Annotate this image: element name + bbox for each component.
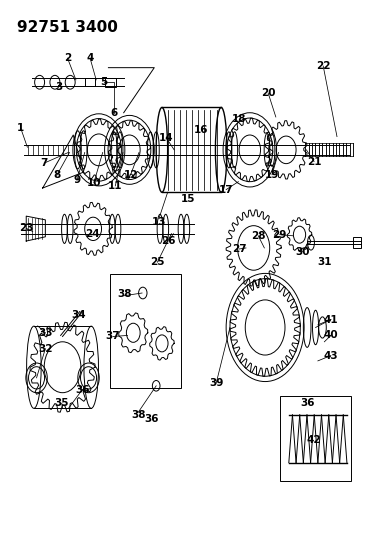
Text: 18: 18 (232, 114, 246, 124)
Text: 11: 11 (108, 181, 122, 191)
Text: 3: 3 (55, 82, 62, 92)
Text: 12: 12 (123, 170, 138, 180)
Bar (280, 397, 351, 481)
Text: 5: 5 (100, 77, 107, 87)
Bar (110, 274, 181, 389)
Text: 6: 6 (110, 108, 118, 118)
Bar (85, 78, 95, 86)
Text: 24: 24 (85, 229, 100, 239)
Text: 39: 39 (209, 378, 223, 388)
Text: 92751 3400: 92751 3400 (17, 20, 117, 35)
Text: 28: 28 (251, 231, 266, 241)
Text: 43: 43 (323, 351, 338, 361)
Text: 33: 33 (38, 328, 53, 338)
Text: 21: 21 (307, 157, 321, 166)
Text: 42: 42 (307, 435, 321, 446)
Text: 36: 36 (75, 384, 90, 394)
Text: 9: 9 (74, 175, 80, 185)
Text: 26: 26 (162, 236, 176, 246)
Text: 41: 41 (323, 314, 338, 325)
Text: 14: 14 (159, 133, 174, 143)
Text: 38: 38 (131, 410, 146, 420)
Text: 38: 38 (117, 289, 132, 299)
Text: 32: 32 (38, 344, 53, 354)
Text: 4: 4 (86, 53, 94, 63)
Text: 7: 7 (40, 158, 48, 168)
Text: 31: 31 (317, 257, 331, 267)
Bar (353, 237, 362, 248)
Text: 27: 27 (232, 244, 246, 254)
Text: 36: 36 (144, 414, 159, 424)
Text: 34: 34 (71, 310, 86, 320)
Text: 16: 16 (194, 125, 208, 135)
Text: 23: 23 (19, 223, 33, 233)
Text: 2: 2 (64, 53, 71, 63)
Text: 37: 37 (106, 332, 120, 342)
Text: 20: 20 (261, 88, 275, 98)
Text: 13: 13 (152, 217, 166, 228)
Text: 15: 15 (181, 193, 195, 204)
Text: 36: 36 (301, 398, 315, 408)
Text: 35: 35 (55, 398, 69, 408)
Text: 29: 29 (273, 230, 287, 240)
Text: 40: 40 (323, 330, 338, 341)
Text: 17: 17 (219, 184, 233, 195)
Text: 25: 25 (150, 257, 164, 267)
Bar (105, 78, 116, 87)
Text: 19: 19 (265, 170, 279, 180)
Text: 30: 30 (295, 247, 310, 257)
Text: 1: 1 (17, 123, 24, 133)
Text: 10: 10 (87, 177, 101, 188)
Text: 22: 22 (316, 61, 330, 71)
Text: 8: 8 (53, 171, 60, 180)
